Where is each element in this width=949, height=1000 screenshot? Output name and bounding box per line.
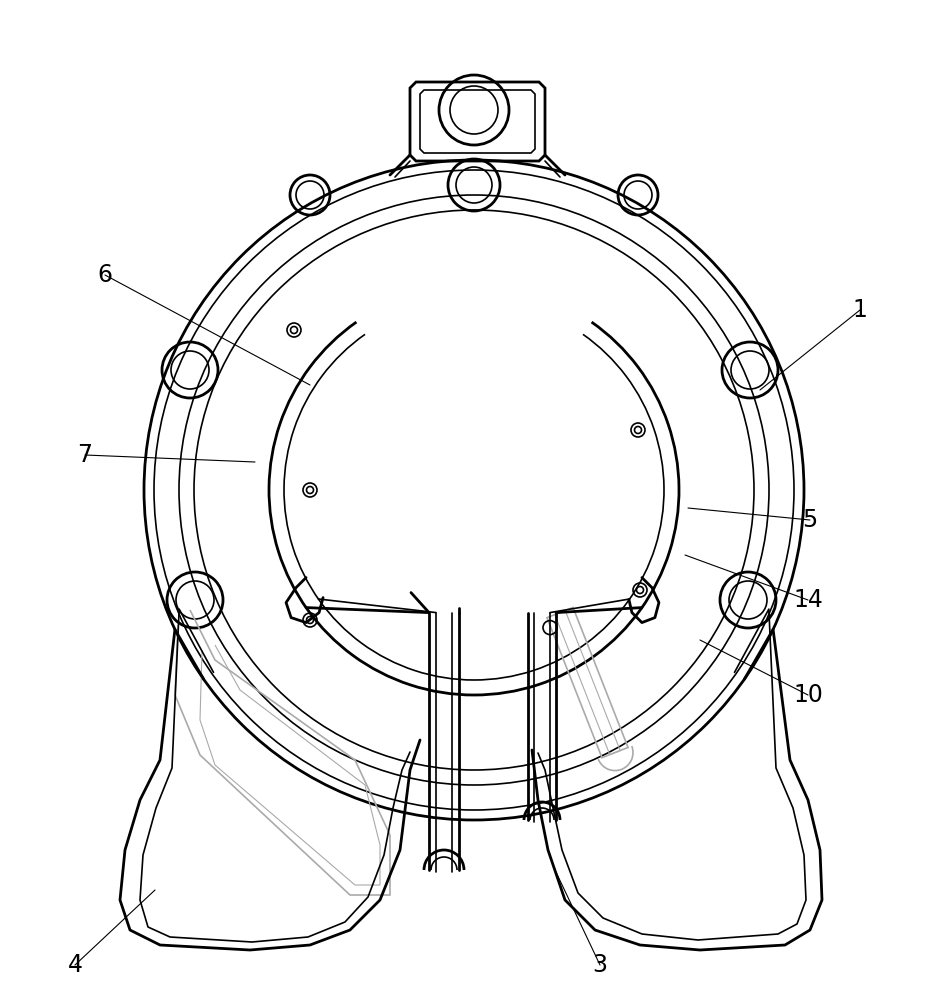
Text: 10: 10 xyxy=(793,683,823,707)
Text: 4: 4 xyxy=(67,953,83,977)
Text: 5: 5 xyxy=(802,508,818,532)
Text: 3: 3 xyxy=(592,953,607,977)
Text: 6: 6 xyxy=(98,263,113,287)
Text: 7: 7 xyxy=(78,443,92,467)
Text: 1: 1 xyxy=(852,298,867,322)
Text: 14: 14 xyxy=(793,588,823,612)
